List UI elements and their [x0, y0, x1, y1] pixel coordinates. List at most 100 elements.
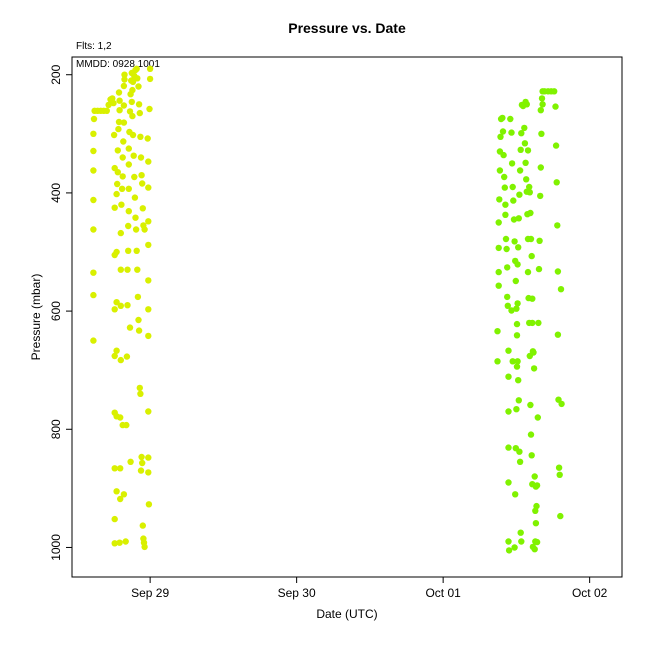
data-point-s1-88 — [134, 266, 141, 273]
data-point-s2-112 — [530, 365, 538, 372]
data-point-s1-7 — [90, 147, 97, 155]
data-point-s1-69 — [125, 222, 132, 230]
data-point-s2-85 — [532, 520, 540, 527]
data-point-s1-110 — [135, 101, 143, 108]
data-point-s1-84 — [131, 194, 139, 201]
data-point-s1-81 — [129, 131, 137, 139]
data-point-s1-53 — [119, 173, 126, 180]
data-point-s2-58 — [514, 261, 521, 268]
data-point-s2-28 — [505, 479, 512, 486]
data-point-s2-36 — [510, 216, 518, 223]
data-point-s2-59 — [515, 244, 522, 251]
data-point-s1-55 — [120, 138, 127, 145]
chart-title: Pressure vs. Date — [288, 20, 406, 36]
data-point-s1-93 — [137, 390, 144, 397]
data-point-s2-88 — [535, 319, 542, 327]
data-point-s1-63 — [122, 538, 129, 545]
data-point-s2-31 — [507, 115, 514, 123]
data-point-s1-92 — [136, 384, 143, 392]
data-point-s1-115 — [139, 180, 146, 187]
data-point-s2-5 — [495, 244, 502, 252]
data-point-s1-51 — [118, 201, 125, 208]
data-point-s1-80 — [129, 112, 136, 120]
data-point-s1-111 — [136, 109, 143, 117]
x-tick-label: Oct 01 — [425, 586, 461, 600]
data-point-s1-44 — [117, 495, 124, 503]
data-point-s1-127 — [145, 408, 152, 415]
data-point-s1-118 — [141, 226, 148, 233]
data-point-s2-79 — [527, 431, 535, 438]
data-point-s2-42 — [514, 358, 521, 365]
data-point-s1-129 — [145, 469, 152, 476]
data-point-s1-75 — [126, 108, 134, 115]
data-point-s2-34 — [509, 183, 516, 191]
data-point-s2-26 — [505, 408, 512, 415]
data-point-s1-109 — [135, 83, 142, 90]
data-point-s1-24 — [111, 352, 118, 360]
x-tick-label: Sep 29 — [131, 586, 169, 600]
data-point-s1-126 — [145, 332, 152, 340]
data-point-s2-35 — [510, 197, 517, 204]
data-point-s2-113 — [531, 473, 538, 480]
data-point-s2-3 — [495, 282, 502, 289]
data-point-s1-95 — [138, 453, 145, 461]
data-point-s2-128 — [556, 471, 563, 478]
data-point-s2-1 — [494, 358, 501, 365]
data-point-s1-40 — [113, 347, 120, 354]
data-point-s1-58 — [120, 82, 128, 90]
data-point-s2-122 — [553, 179, 560, 186]
data-point-s1-86 — [132, 226, 140, 233]
data-point-s2-47 — [517, 529, 524, 536]
data-point-s2-56 — [513, 320, 521, 328]
data-point-s2-78 — [527, 401, 534, 409]
data-point-s1-122 — [145, 218, 152, 225]
data-point-s2-125 — [554, 331, 562, 338]
data-point-s2-46 — [516, 458, 524, 465]
data-point-s2-6 — [495, 219, 502, 226]
data-point-s2-30 — [505, 547, 513, 554]
x-axis: Sep 29 Sep 30 Oct 01 Oct 02 — [131, 577, 608, 600]
data-point-s2-57 — [514, 300, 521, 307]
data-point-s2-4 — [495, 268, 502, 276]
data-point-s2-119 — [539, 101, 546, 108]
data-point-s2-92 — [537, 164, 544, 171]
data-point-s2-60 — [515, 215, 522, 222]
data-point-s1-103 — [129, 86, 136, 94]
data-points — [90, 65, 565, 554]
data-point-s1-48 — [117, 302, 125, 309]
data-point-s1-60 — [121, 71, 128, 78]
data-point-s1-128 — [145, 454, 152, 461]
data-point-s2-43 — [515, 377, 522, 384]
data-point-s2-63 — [517, 146, 524, 153]
data-point-s2-117 — [533, 538, 541, 546]
data-point-s2-41 — [513, 332, 521, 339]
data-point-s1-132 — [146, 65, 154, 73]
data-point-s1-68 — [125, 247, 132, 254]
plot-frame — [71, 56, 623, 578]
data-point-s1-62 — [120, 491, 128, 498]
y-axis-title: Pressure (mbar) — [29, 274, 43, 361]
data-point-s1-34 — [115, 125, 122, 133]
data-point-s2-94 — [538, 95, 546, 102]
data-point-s1-46 — [117, 414, 124, 421]
data-point-s1-50 — [117, 229, 125, 237]
data-point-s1-38 — [115, 89, 123, 96]
data-point-s1-65 — [123, 353, 131, 360]
data-point-s1-57 — [120, 102, 128, 109]
data-point-s1-30 — [113, 190, 120, 198]
data-point-s1-113 — [137, 154, 145, 161]
data-point-s1-82 — [130, 152, 137, 159]
data-point-s1-67 — [124, 266, 131, 273]
data-point-s1-120 — [145, 158, 152, 165]
data-point-s2-44 — [515, 397, 522, 404]
data-point-s2-116 — [533, 502, 540, 510]
data-point-s1-6 — [90, 167, 97, 174]
data-point-s2-49 — [508, 307, 515, 314]
data-point-s1-54 — [119, 154, 126, 161]
data-point-s2-32 — [508, 129, 515, 136]
data-point-s2-129 — [557, 512, 564, 520]
data-point-s2-107 — [528, 252, 535, 260]
data-point-s2-67 — [521, 124, 528, 132]
data-point-s2-50 — [509, 358, 516, 365]
